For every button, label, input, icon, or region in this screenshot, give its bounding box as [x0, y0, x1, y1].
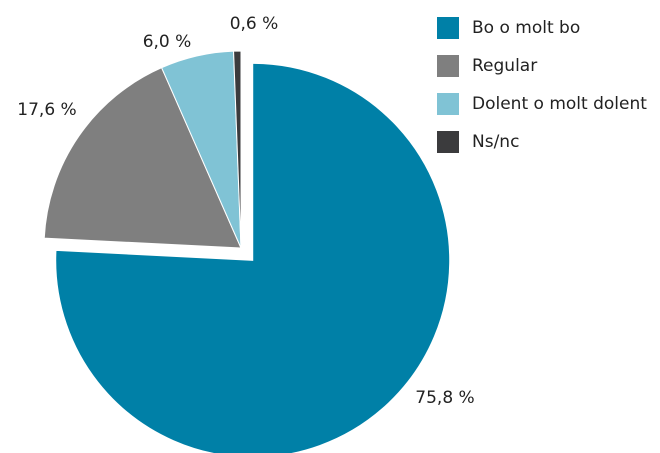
- legend-label: Bo o molt bo: [472, 18, 580, 38]
- pie-slice: [233, 50, 242, 249]
- legend-label: Ns/nc: [472, 132, 519, 152]
- data-label: 75,8 %: [415, 388, 474, 408]
- legend-swatch: [437, 93, 459, 115]
- data-label: 0,6 %: [230, 14, 279, 34]
- data-label: 17,6 %: [17, 100, 76, 120]
- pie-slice: [43, 67, 242, 249]
- legend-swatch: [437, 17, 459, 39]
- legend-label: Regular: [472, 56, 537, 76]
- pie-slice: [55, 62, 451, 453]
- data-label: 6,0 %: [143, 32, 192, 52]
- legend-swatch: [437, 131, 459, 153]
- legend-swatch: [437, 55, 459, 77]
- legend-label: Dolent o molt dolent: [472, 94, 647, 114]
